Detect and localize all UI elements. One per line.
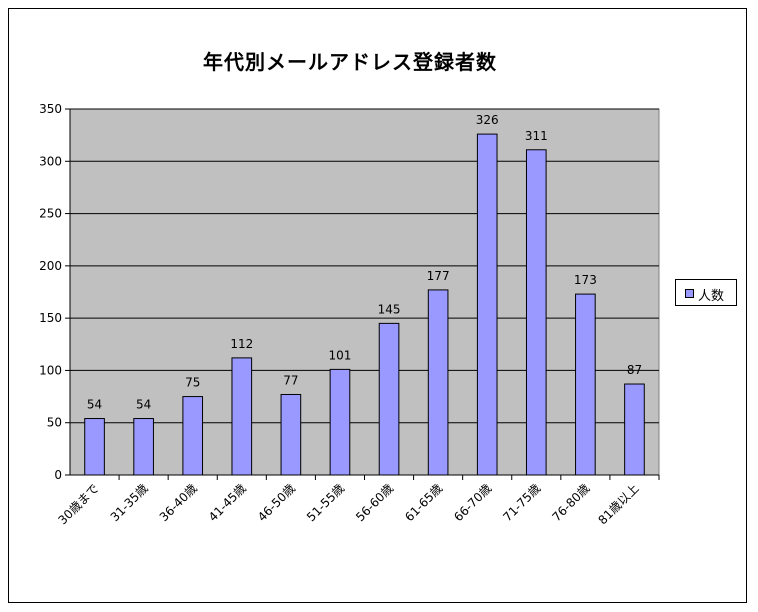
bar <box>84 418 105 476</box>
data-label: 326 <box>476 113 499 127</box>
y-tick-label: 50 <box>47 416 62 430</box>
data-label: 77 <box>283 373 298 387</box>
y-tick-label: 200 <box>39 259 62 273</box>
bar <box>476 133 498 476</box>
category-label: 51-55歳 <box>304 481 347 524</box>
bar <box>133 418 154 476</box>
data-label: 101 <box>329 348 352 362</box>
bar <box>427 289 449 476</box>
bar <box>378 322 400 476</box>
bar <box>624 383 645 476</box>
data-label: 177 <box>427 269 450 283</box>
data-label: 54 <box>136 398 151 412</box>
data-label: 311 <box>525 129 548 143</box>
chart-title: 年代別メールアドレス登録者数 <box>203 50 497 74</box>
category-label: 36-40歳 <box>157 481 200 524</box>
data-label: 54 <box>87 398 102 412</box>
bar <box>231 357 253 476</box>
bar <box>182 396 204 476</box>
legend: 人数 <box>675 279 737 306</box>
category-label: 81歳以上 <box>595 481 641 527</box>
legend-swatch <box>685 289 694 298</box>
category-label: 66-70歳 <box>451 481 494 524</box>
bar <box>575 293 596 476</box>
bar <box>525 149 547 476</box>
data-label: 87 <box>627 363 642 377</box>
data-label: 112 <box>230 337 253 351</box>
category-label: 31-35歳 <box>108 481 151 524</box>
data-label: 75 <box>185 376 200 390</box>
category-label: 46-50歳 <box>255 481 298 524</box>
data-label: 145 <box>378 302 401 316</box>
category-label: 30歳まで <box>56 481 102 527</box>
category-label: 76-80歳 <box>549 481 592 524</box>
category-label: 41-45歳 <box>206 481 249 524</box>
plot-area <box>69 108 660 476</box>
category-label: 71-75歳 <box>500 481 543 524</box>
category-label: 61-65歳 <box>402 481 445 524</box>
bar <box>329 368 351 476</box>
y-tick-label: 300 <box>39 154 62 168</box>
bar <box>280 393 302 476</box>
data-label: 173 <box>574 273 597 287</box>
y-tick-label: 150 <box>39 311 62 325</box>
y-tick-label: 350 <box>39 102 62 116</box>
y-tick-label: 100 <box>39 363 62 377</box>
y-tick-label: 250 <box>39 207 62 221</box>
y-tick-label: 0 <box>54 468 62 482</box>
category-label: 56-60歳 <box>353 481 396 524</box>
legend-label: 人数 <box>698 289 725 304</box>
